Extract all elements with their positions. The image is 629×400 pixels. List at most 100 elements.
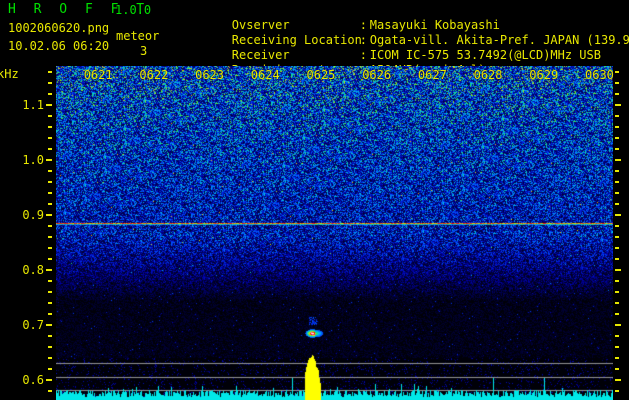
y-axis-minor-tick (48, 92, 52, 95)
right-axis-minor-tick (615, 180, 619, 183)
y-axis-tick (46, 158, 52, 161)
y-axis-tick-label: 1.1 (22, 97, 44, 112)
right-axis-minor-tick (615, 202, 619, 205)
right-axis-tick (615, 213, 621, 216)
y-axis-minor-tick (48, 114, 52, 117)
right-axis-ticks (613, 66, 629, 400)
right-axis-minor-tick (615, 389, 619, 392)
info-row: Receiver: ICOM IC-575 53.7492(@LCD)MHz US… (174, 33, 629, 62)
info-colon: : (359, 48, 368, 62)
time-axis-label: 0624 (250, 68, 280, 82)
spectrogram-plot: kHz 1.1 1.0 0.9 0.8 0.7 0.6 0621 0622 0623 0624 0… (0, 66, 629, 400)
right-axis-minor-tick (615, 114, 619, 117)
y-axis-tick (46, 323, 52, 326)
right-axis-minor-tick (615, 224, 619, 227)
app-version: 1.0.0 (115, 3, 152, 17)
meteor-count-value: 3 (140, 44, 148, 58)
info-colon: : (359, 33, 368, 47)
time-axis-label: 0625 (306, 68, 336, 82)
right-axis-minor-tick (615, 279, 619, 282)
time-axis-label: 0626 (362, 68, 392, 82)
right-axis-tick (615, 378, 621, 381)
y-axis-tick-label: 0.6 (22, 372, 44, 387)
info-colon: : (359, 18, 368, 32)
info-value: Ogata-vill. Akita-Pref. JAPAN (139.96E, … (369, 33, 629, 47)
meteor-count-label: meteor (116, 29, 160, 43)
info-key: Receiver (231, 48, 290, 62)
y-axis-minor-tick (48, 334, 52, 337)
right-axis-tick (615, 158, 621, 161)
right-axis-minor-tick (615, 246, 619, 249)
y-axis-minor-tick (48, 180, 52, 183)
time-axis-label: 0627 (417, 68, 447, 82)
y-axis-tick (46, 268, 52, 271)
y-axis-tick (46, 103, 52, 106)
y-axis-minor-tick (48, 202, 52, 205)
right-axis-minor-tick (615, 356, 619, 359)
y-axis-unit-label: kHz (0, 67, 19, 81)
time-axis-label: 0622 (139, 68, 169, 82)
y-axis-minor-tick (48, 125, 52, 128)
app-title: H R O F F T (8, 2, 150, 17)
y-axis-tick-label: 0.9 (22, 207, 44, 222)
spectrogram-image (56, 66, 613, 400)
right-axis-minor-tick (615, 81, 619, 84)
right-axis-minor-tick (615, 147, 619, 150)
file-name-label: 1002060620.png (8, 21, 110, 35)
right-axis-minor-tick (615, 169, 619, 172)
time-axis-label: 0623 (195, 68, 224, 82)
right-axis-minor-tick (615, 70, 619, 73)
y-axis-tick-label: 1.0 (22, 152, 44, 167)
y-axis-minor-tick (48, 356, 52, 359)
right-axis-tick (615, 103, 621, 106)
y-axis-minor-tick (48, 224, 52, 227)
y-axis: kHz 1.1 1.0 0.9 0.8 0.7 0.6 (0, 66, 56, 400)
y-axis-minor-tick (48, 290, 52, 293)
right-axis-minor-tick (615, 257, 619, 260)
y-axis-minor-tick (48, 81, 52, 84)
y-axis-tick (46, 378, 52, 381)
right-axis-minor-tick (615, 312, 619, 315)
info-value: ICOM IC-575 53.7492(@LCD)MHz USB (369, 48, 601, 62)
y-axis-minor-tick (48, 235, 52, 238)
y-axis-minor-tick (48, 389, 52, 392)
y-axis-minor-tick (48, 257, 52, 260)
time-axis-label: 0630 (585, 68, 614, 82)
y-axis-tick (46, 213, 52, 216)
y-axis-minor-tick (48, 345, 52, 348)
y-axis-minor-tick (48, 70, 52, 73)
right-axis-minor-tick (615, 301, 619, 304)
right-axis-minor-tick (615, 345, 619, 348)
header-panel: H R O F F T 1.0.0 1002060620.png 10.02.0… (0, 0, 629, 77)
right-axis-tick (615, 323, 621, 326)
y-axis-minor-tick (48, 147, 52, 150)
y-axis-minor-tick (48, 301, 52, 304)
y-axis-tick-label: 0.7 (22, 317, 44, 332)
right-axis-minor-tick (615, 334, 619, 337)
info-key: Receiving Location (231, 33, 362, 47)
right-axis-minor-tick (615, 136, 619, 139)
info-row: Receiving Location: Ogata-vill. Akita-Pre… (174, 18, 629, 47)
right-axis-minor-tick (615, 191, 619, 194)
right-axis-minor-tick (615, 290, 619, 293)
file-datetime-label: 10.02.06 06:20 (8, 39, 110, 53)
y-axis-minor-tick (48, 367, 52, 370)
info-key: Ovserver (231, 18, 290, 32)
y-axis-minor-tick (48, 136, 52, 139)
right-axis-minor-tick (615, 235, 619, 238)
right-axis-minor-tick (615, 92, 619, 95)
y-axis-minor-tick (48, 279, 52, 282)
time-axis-label: 0628 (473, 68, 503, 82)
right-axis-tick (615, 268, 621, 271)
right-axis-minor-tick (615, 367, 619, 370)
right-axis-minor-tick (615, 125, 619, 128)
y-axis-minor-tick (48, 246, 52, 249)
y-axis-tick-label: 0.8 (22, 262, 44, 277)
time-axis-label: 0629 (529, 68, 559, 82)
y-axis-minor-tick (48, 191, 52, 194)
y-axis-minor-tick (48, 169, 52, 172)
spectrogram-canvas (56, 66, 613, 400)
info-value: Masayuki Kobayashi (369, 18, 500, 32)
time-axis-label: 0621 (83, 68, 113, 82)
